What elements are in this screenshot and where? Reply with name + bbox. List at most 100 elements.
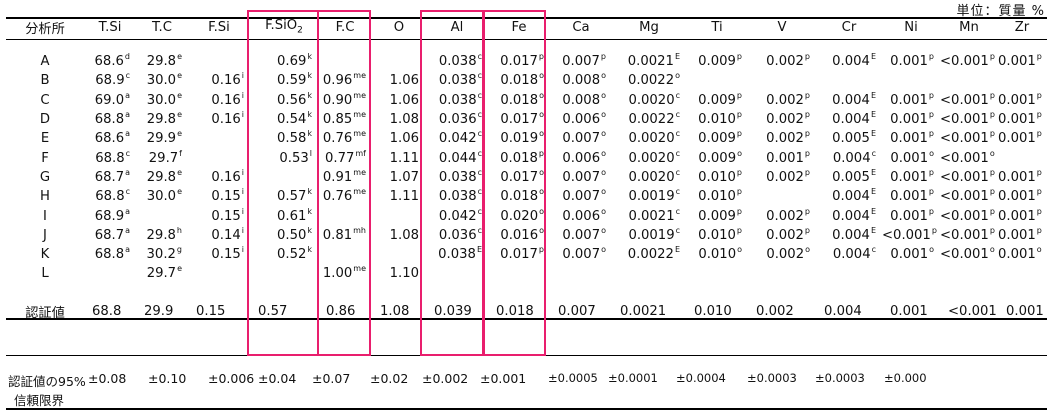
- table-cell: 0.002p: [748, 129, 816, 148]
- cell-value: 68.8: [95, 150, 125, 166]
- footnote-mark: o: [601, 110, 606, 120]
- footnote-mark: c: [871, 245, 876, 255]
- footnote-mark: i: [241, 206, 244, 216]
- cell-value: 0.036: [438, 112, 477, 128]
- footnote-mark: c: [675, 90, 680, 100]
- cell-value: 0.001: [998, 112, 1036, 128]
- table-cell: 0.61k: [250, 206, 318, 225]
- certified-value: 0.0021: [620, 304, 667, 320]
- cell-value: 0.002: [766, 131, 804, 147]
- cell-value: 0.038: [438, 73, 477, 89]
- cell-value: <0.001: [940, 247, 989, 263]
- table-cell: 0.018o: [488, 187, 550, 206]
- footnote-mark: o: [929, 245, 934, 255]
- cell-value: 0.76: [322, 189, 353, 205]
- footnote-mark: g: [176, 245, 182, 255]
- footnote-mark: p: [804, 167, 810, 177]
- footnote-mark: p: [538, 148, 544, 158]
- table-cell: 0.042c: [426, 206, 488, 225]
- table-cell: [84, 264, 136, 283]
- cell-value: 0.0022: [627, 247, 674, 263]
- footnote-mark: c: [675, 148, 680, 158]
- footnote-mark: k: [307, 206, 312, 216]
- top-rule: [6, 17, 1047, 19]
- table-cell: 0.004E: [816, 187, 882, 206]
- table-cell: [372, 206, 426, 225]
- cell-value: 1.08: [389, 227, 419, 243]
- cell-value: 0.006: [562, 112, 601, 128]
- table-cell: 0.008o: [550, 71, 612, 90]
- table-cell: 0.15i: [188, 245, 250, 264]
- footnote-mark: p: [928, 90, 934, 100]
- cell-value: 0.001: [998, 92, 1036, 108]
- footnote-mark: p: [989, 225, 995, 235]
- footnote-mark: i: [241, 245, 244, 255]
- cell-value: 30.0: [146, 73, 177, 89]
- table-cell: 0.010p: [686, 187, 748, 206]
- footnote-mark: l: [309, 148, 312, 158]
- table-cell: 0.001p: [882, 187, 940, 206]
- cell-value: 0.007: [562, 131, 601, 147]
- cell-value: 0.005: [832, 169, 870, 185]
- table-cell: 0.58k: [250, 129, 318, 148]
- footnote-mark: k: [307, 187, 312, 197]
- cell-value: 0.14: [211, 227, 241, 243]
- cell-value: 0.017: [500, 169, 539, 185]
- column-header: T.Si: [98, 19, 122, 35]
- cell-value: 1.06: [389, 131, 419, 147]
- footnote-mark: e: [177, 71, 182, 81]
- table-cell: 0.002p: [748, 91, 816, 110]
- cell-value: 0.001: [998, 54, 1036, 70]
- table-cell: 0.001p: [998, 206, 1046, 225]
- cell-value: 0.009: [698, 150, 737, 166]
- certified-value: 0.010: [694, 304, 732, 320]
- lab-label: H: [40, 189, 50, 205]
- footnote-mark: p: [736, 129, 742, 139]
- table-cell: 1.11: [372, 148, 426, 167]
- footnote-mark: o: [539, 90, 544, 100]
- footnote-mark: c: [477, 225, 482, 235]
- table-cell: 0.007o: [550, 129, 612, 148]
- table-cell: [882, 71, 940, 90]
- table-cell: <0.001o: [940, 245, 998, 264]
- table-cell: <0.001p: [940, 168, 998, 187]
- cell-value: 68.7: [94, 227, 125, 243]
- footnote-mark: o: [539, 187, 544, 197]
- cell-value: 0.008: [562, 73, 601, 89]
- table-cell: 0.15i: [188, 187, 250, 206]
- footnote-mark: p: [928, 187, 934, 197]
- footnote-mark: p: [1036, 225, 1042, 235]
- table-cell: 0.009p: [686, 52, 748, 71]
- confidence-value: ±0.02: [370, 371, 409, 386]
- footnote-mark: i: [241, 187, 244, 197]
- confidence-value: ±0.08: [88, 371, 127, 386]
- footnote-mark: p: [804, 52, 810, 62]
- cell-value: 68.9: [95, 73, 125, 89]
- cell-value: 0.009: [698, 208, 736, 224]
- footnote-mark: p: [804, 129, 810, 139]
- lab-label: K: [40, 247, 50, 263]
- footnote-mark: o: [539, 129, 544, 139]
- footnote-mark: e: [177, 187, 182, 197]
- cell-value: 29.9: [146, 131, 177, 147]
- cell-value: 0.002: [766, 92, 804, 108]
- table-cell: [136, 206, 188, 225]
- table-cell: 0.0019c: [612, 187, 686, 206]
- footnote-mark: p: [736, 110, 742, 120]
- lab-label: D: [39, 112, 51, 128]
- table-cell: 29.8e: [136, 52, 188, 71]
- footnote-mark: o: [989, 148, 995, 158]
- footnote-mark: c: [477, 90, 482, 100]
- table-cell: 0.001p: [998, 52, 1046, 71]
- table-row: B 68.9c 30.0e 0.16i 0.59k 0.96me 1.06 0.038c 0.0…: [6, 71, 1046, 90]
- footnote-mark: e: [177, 90, 182, 100]
- footnote-mark: c: [477, 148, 482, 158]
- table-cell: 30.2g: [136, 245, 188, 264]
- table-cell: [188, 264, 250, 283]
- certified-value: 1.08: [380, 304, 410, 320]
- footnote-mark: c: [675, 129, 680, 139]
- confidence-label-2: 信頼限界: [14, 393, 65, 408]
- table-cell: 0.010p: [686, 226, 748, 245]
- footnote-mark: me: [353, 167, 366, 177]
- cell-value: 0.019: [500, 131, 539, 147]
